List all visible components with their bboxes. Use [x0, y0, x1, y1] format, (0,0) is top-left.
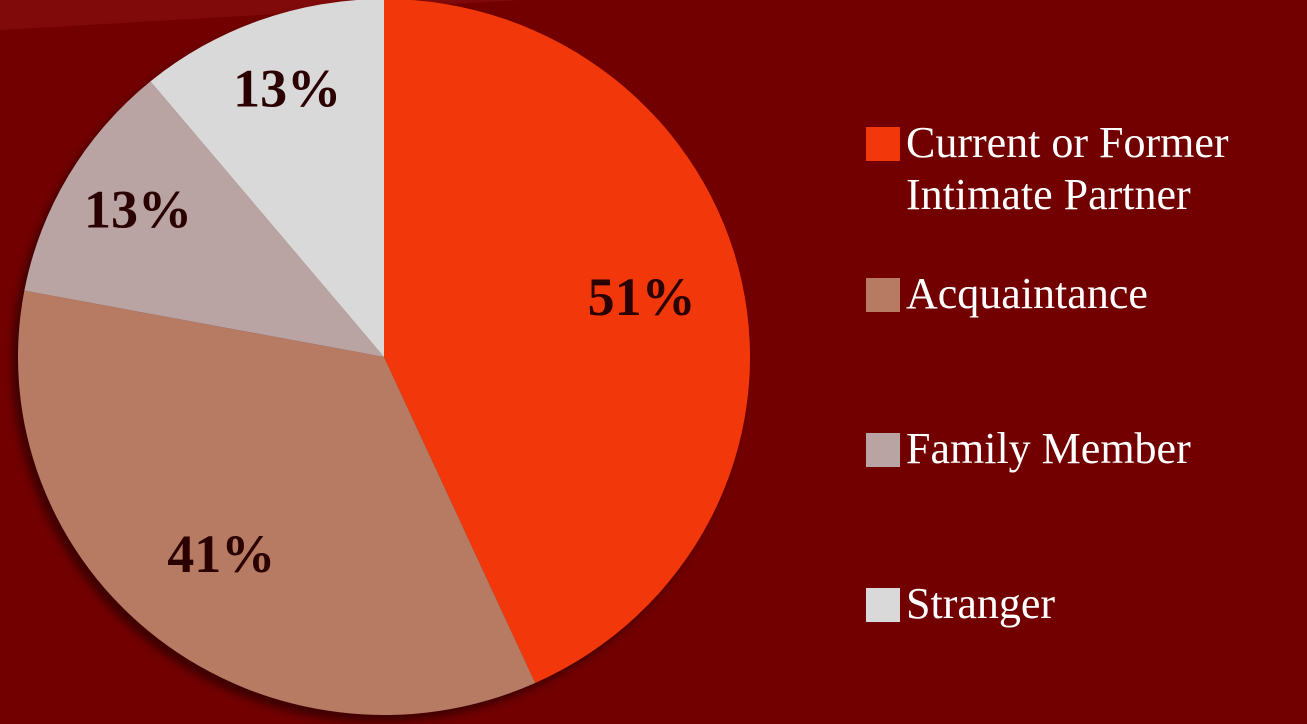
- data-label: 41%: [167, 524, 275, 584]
- pie-slice: [24, 81, 384, 357]
- data-label: 13%: [233, 59, 341, 119]
- legend-item: Family Member: [866, 423, 1286, 475]
- legend-swatch: [866, 433, 900, 467]
- data-label: 51%: [588, 267, 696, 327]
- legend-label: Stranger: [906, 579, 1056, 628]
- legend-label: Current or Former Intimate Partner: [906, 118, 1229, 219]
- legend-swatch: [866, 588, 900, 622]
- pie-slice: [17, 290, 536, 715]
- legend-swatch: [866, 127, 900, 161]
- legend-item: Stranger: [866, 578, 1286, 630]
- data-label: 13%: [84, 180, 192, 240]
- legend-item: Current or Former Intimate Partner: [866, 117, 1286, 221]
- pie-slice: [384, 0, 750, 684]
- legend-label: Family Member: [906, 424, 1191, 473]
- legend-item: Acquaintance: [866, 268, 1286, 320]
- legend-label: Acquaintance: [906, 269, 1148, 318]
- legend-swatch: [866, 278, 900, 312]
- pie-slice: [150, 0, 384, 357]
